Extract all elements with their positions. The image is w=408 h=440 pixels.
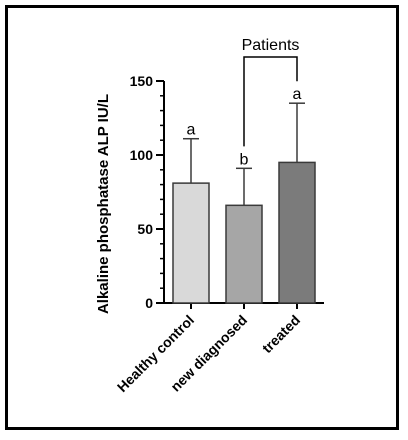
y-tick-label: 0 xyxy=(145,295,153,311)
error-bars xyxy=(183,102,305,206)
significance-letters: a b a xyxy=(187,86,302,168)
bracket-line xyxy=(243,56,298,147)
y-tick-label: 50 xyxy=(137,221,153,237)
bar xyxy=(225,204,263,304)
patients-bracket: Patients xyxy=(242,37,300,147)
significance-letter: a xyxy=(293,86,302,103)
bar xyxy=(278,161,316,304)
significance-letter: a xyxy=(187,122,196,139)
significance-letter: b xyxy=(240,151,249,168)
figure-frame: 0 50 100 150 a b a Patients Healthy control ne… xyxy=(5,5,399,430)
bar xyxy=(172,182,210,304)
bracket-label: Patients xyxy=(242,37,300,54)
y-tick-label: 150 xyxy=(130,73,154,89)
y-axis-label: Alkaline phosphatase ALP IU/L xyxy=(95,94,112,314)
bar-chart: 0 50 100 150 a b a Patients Healthy controlne… xyxy=(95,37,324,395)
y-tick-label: 100 xyxy=(130,147,154,163)
x-tick-label: treated xyxy=(259,312,303,356)
